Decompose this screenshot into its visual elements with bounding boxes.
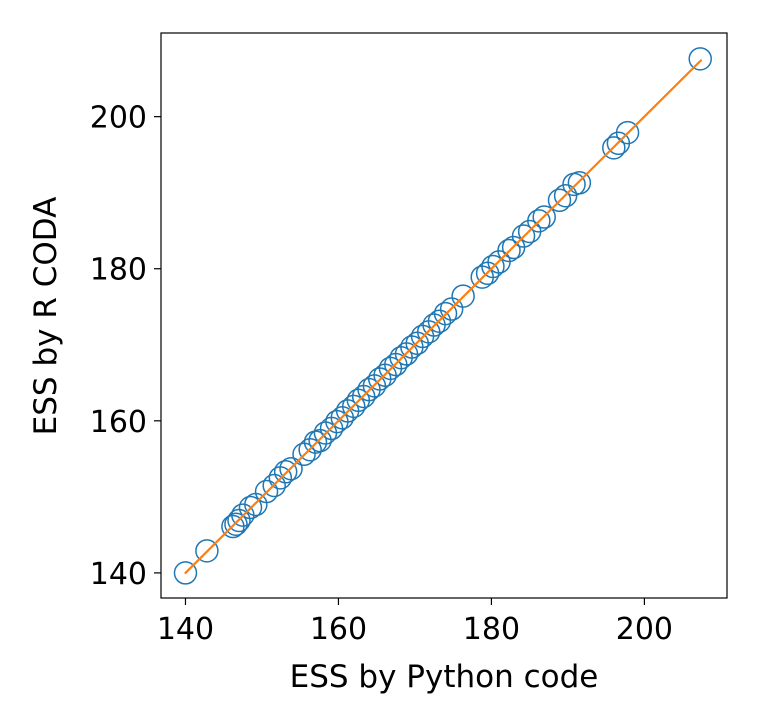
data-point bbox=[254, 479, 279, 504]
data-point bbox=[451, 284, 475, 308]
data-point bbox=[511, 224, 536, 248]
x-tick-label: 200 bbox=[616, 612, 673, 647]
data-point bbox=[238, 495, 263, 520]
data-point bbox=[273, 460, 298, 484]
data-point bbox=[262, 473, 286, 498]
data-point bbox=[688, 47, 712, 71]
x-tick-label: 180 bbox=[463, 612, 520, 647]
x-axis-label: ESS by Python code bbox=[290, 659, 599, 695]
data-point bbox=[527, 209, 551, 233]
data-point bbox=[567, 171, 592, 195]
data-point bbox=[481, 254, 505, 279]
y-tick-label: 200 bbox=[90, 101, 147, 136]
x-tick-label: 160 bbox=[310, 612, 367, 647]
plot-frame bbox=[160, 32, 728, 599]
data-point bbox=[195, 539, 219, 563]
y-axis-label: ESS by R CODA bbox=[28, 197, 64, 436]
data-point bbox=[497, 238, 521, 263]
data-point bbox=[224, 512, 248, 536]
data-point bbox=[279, 456, 303, 481]
data-point bbox=[615, 120, 640, 145]
series-line bbox=[184, 59, 703, 575]
data-point bbox=[547, 188, 572, 213]
data-point bbox=[433, 301, 458, 326]
x-axis: 140 160 180 200 bbox=[157, 598, 673, 647]
x-tick-label: 140 bbox=[157, 612, 214, 647]
data-point bbox=[532, 205, 556, 229]
y-tick-label: 160 bbox=[90, 405, 147, 440]
data-point bbox=[427, 309, 452, 333]
data-point bbox=[298, 437, 322, 462]
y-axis: 140 160 180 200 bbox=[90, 101, 161, 592]
data-point bbox=[342, 394, 366, 419]
y-tick-label: 140 bbox=[90, 557, 147, 592]
plot-area bbox=[173, 47, 712, 585]
data-point bbox=[602, 136, 626, 160]
data-point bbox=[173, 561, 198, 585]
y-tick-label: 180 bbox=[90, 253, 147, 288]
